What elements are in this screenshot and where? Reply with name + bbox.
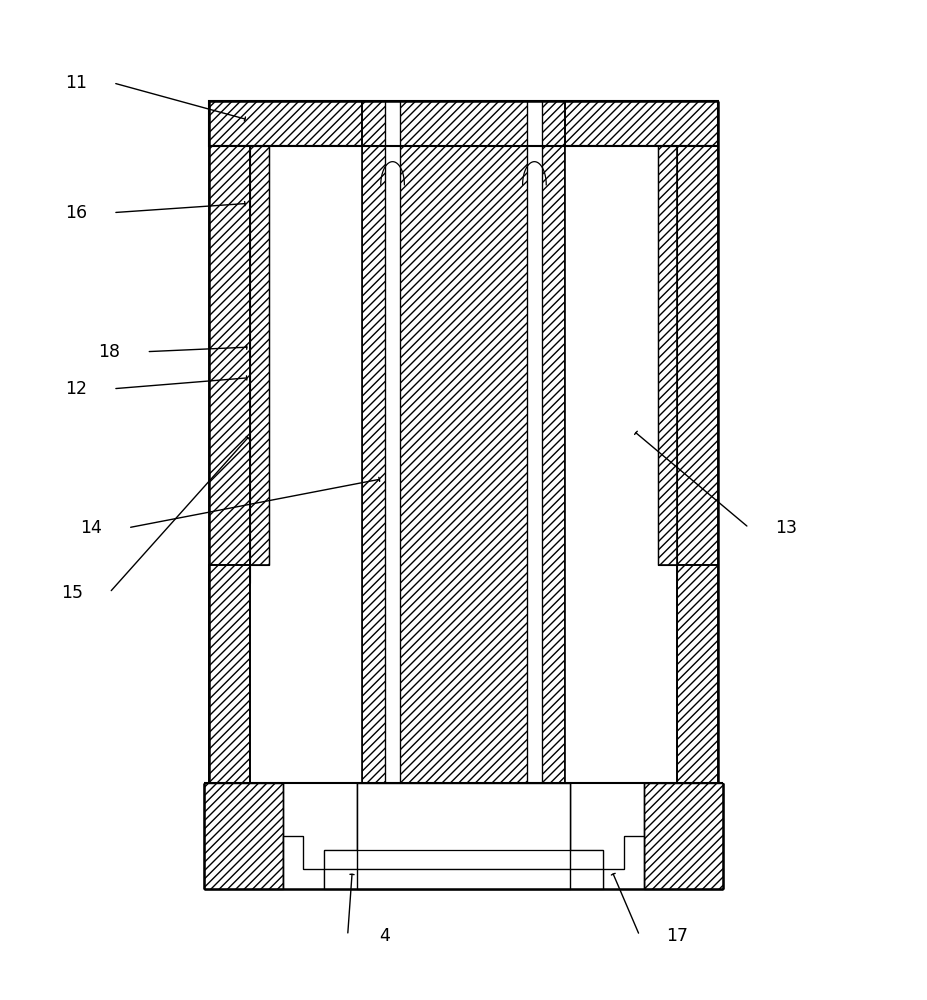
Polygon shape — [565, 565, 677, 783]
Polygon shape — [209, 101, 718, 146]
Polygon shape — [324, 850, 357, 889]
Polygon shape — [250, 565, 362, 783]
Polygon shape — [677, 146, 718, 783]
Polygon shape — [269, 146, 362, 565]
Polygon shape — [570, 850, 603, 889]
Polygon shape — [324, 783, 603, 869]
Text: 13: 13 — [775, 519, 797, 537]
Polygon shape — [357, 783, 570, 889]
Text: 16: 16 — [65, 204, 87, 222]
Text: 18: 18 — [98, 343, 121, 361]
Polygon shape — [565, 146, 658, 565]
Text: 17: 17 — [666, 927, 688, 945]
Polygon shape — [362, 101, 565, 783]
Text: 12: 12 — [65, 380, 87, 398]
Polygon shape — [603, 836, 644, 889]
Polygon shape — [658, 146, 677, 565]
Polygon shape — [385, 101, 400, 783]
Polygon shape — [204, 783, 283, 889]
Text: 4: 4 — [379, 927, 390, 945]
Polygon shape — [250, 146, 269, 565]
Polygon shape — [283, 836, 324, 889]
Polygon shape — [527, 101, 542, 783]
Text: 15: 15 — [61, 584, 83, 602]
Polygon shape — [209, 146, 250, 783]
Polygon shape — [677, 565, 718, 783]
Text: 14: 14 — [80, 519, 102, 537]
Polygon shape — [644, 783, 723, 889]
Text: 11: 11 — [65, 74, 87, 92]
Polygon shape — [209, 565, 250, 783]
Polygon shape — [324, 869, 603, 889]
